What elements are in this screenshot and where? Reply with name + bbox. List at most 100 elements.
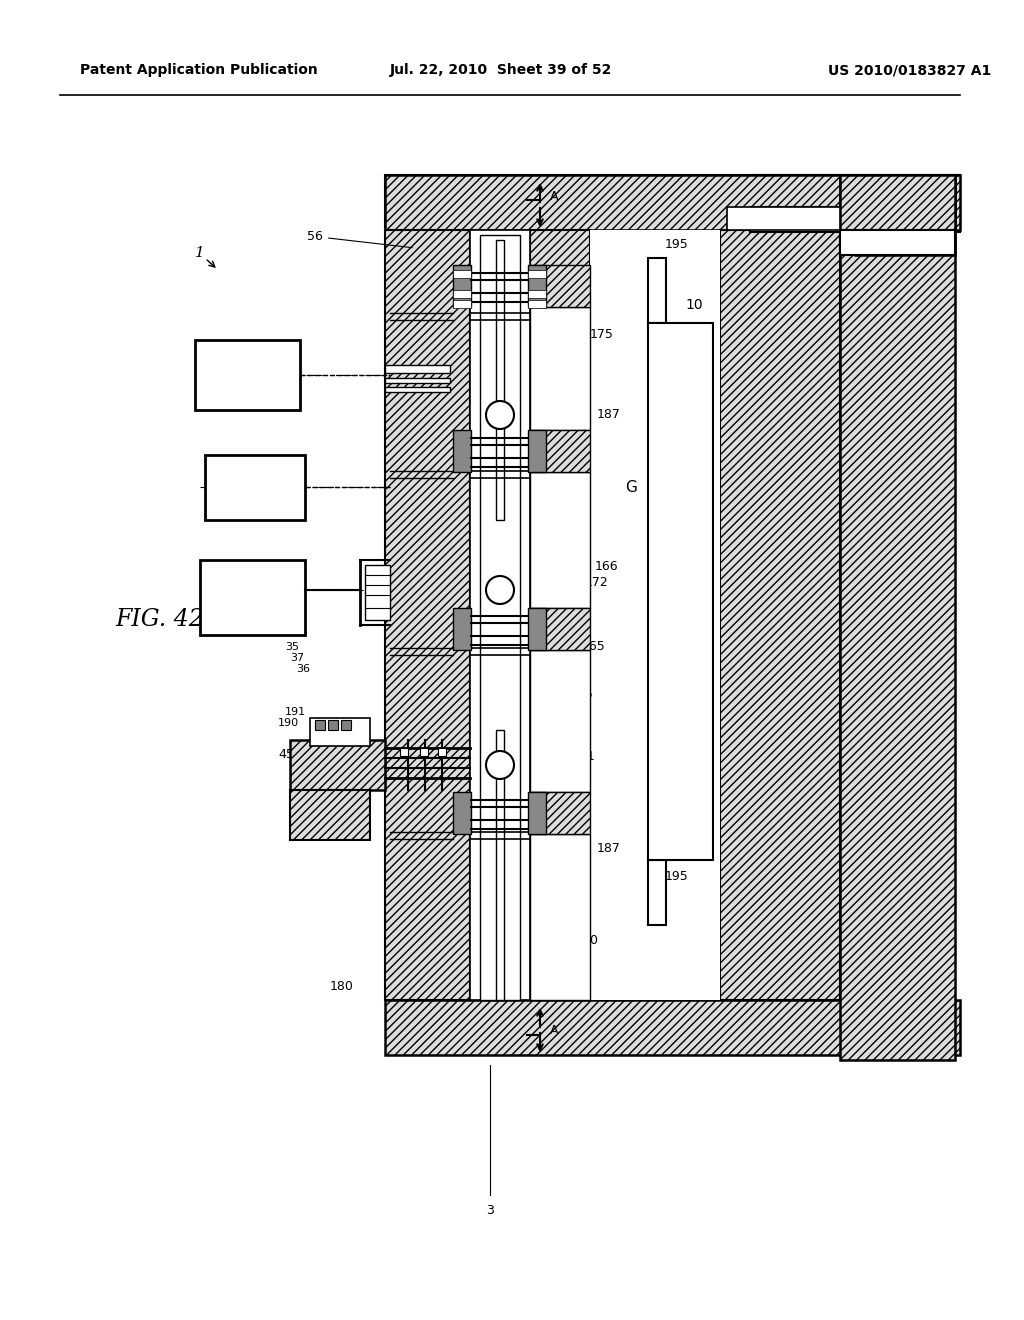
Bar bbox=[727, 207, 840, 230]
Bar bbox=[530, 609, 590, 649]
Bar bbox=[750, 207, 925, 232]
Text: 60: 60 bbox=[206, 368, 224, 381]
Bar bbox=[290, 741, 385, 789]
Text: 165: 165 bbox=[582, 640, 606, 653]
Text: 65: 65 bbox=[246, 480, 264, 494]
Text: 152: 152 bbox=[553, 776, 577, 789]
Bar bbox=[528, 290, 546, 298]
Bar bbox=[470, 230, 530, 1001]
Bar bbox=[438, 748, 446, 756]
Circle shape bbox=[486, 751, 514, 779]
Text: US 2010/0183827 A1: US 2010/0183827 A1 bbox=[828, 63, 991, 77]
Text: 37: 37 bbox=[290, 653, 304, 663]
Bar bbox=[528, 265, 546, 308]
Bar bbox=[530, 430, 590, 473]
Text: 162: 162 bbox=[562, 763, 586, 776]
Bar bbox=[750, 176, 961, 207]
Bar bbox=[385, 230, 470, 1001]
Bar bbox=[530, 649, 590, 792]
Text: 65: 65 bbox=[211, 480, 228, 494]
Text: 50: 50 bbox=[582, 933, 598, 946]
Bar bbox=[496, 730, 504, 1001]
Bar bbox=[530, 308, 590, 430]
Circle shape bbox=[486, 576, 514, 605]
Text: 10: 10 bbox=[685, 298, 702, 312]
Text: 190: 190 bbox=[278, 718, 299, 729]
Bar bbox=[365, 565, 390, 620]
Text: 172: 172 bbox=[585, 576, 608, 589]
Bar bbox=[590, 230, 720, 1001]
Text: 195: 195 bbox=[665, 870, 689, 883]
Bar bbox=[528, 271, 546, 279]
Bar bbox=[385, 1001, 961, 1055]
Text: 187: 187 bbox=[597, 408, 621, 421]
Bar bbox=[720, 230, 840, 1001]
Bar bbox=[496, 240, 504, 520]
Bar bbox=[840, 176, 955, 230]
Bar bbox=[453, 609, 471, 649]
Text: 151: 151 bbox=[572, 751, 596, 763]
Bar bbox=[648, 861, 666, 925]
Text: 175: 175 bbox=[558, 327, 613, 348]
Text: 180: 180 bbox=[330, 981, 354, 994]
Text: 35: 35 bbox=[285, 642, 299, 652]
Text: 3: 3 bbox=[486, 1204, 494, 1217]
Bar bbox=[453, 430, 471, 473]
Bar bbox=[648, 323, 713, 861]
Bar bbox=[840, 176, 955, 1060]
Bar bbox=[453, 300, 471, 308]
Bar bbox=[453, 290, 471, 298]
Bar bbox=[385, 176, 961, 227]
Bar bbox=[530, 834, 590, 1001]
Text: 34: 34 bbox=[245, 590, 262, 605]
Text: 1: 1 bbox=[196, 246, 205, 260]
Bar bbox=[453, 271, 471, 279]
Text: A: A bbox=[550, 190, 558, 202]
Bar bbox=[385, 366, 450, 374]
Bar bbox=[528, 300, 546, 308]
Text: 45: 45 bbox=[278, 748, 294, 762]
Bar bbox=[205, 455, 305, 520]
Text: G: G bbox=[625, 479, 637, 495]
Bar bbox=[528, 609, 546, 649]
Bar bbox=[530, 265, 590, 308]
Bar bbox=[195, 341, 300, 411]
Bar bbox=[420, 748, 428, 756]
Bar bbox=[290, 789, 370, 840]
Bar bbox=[385, 176, 961, 230]
Bar bbox=[200, 560, 305, 635]
Text: 56: 56 bbox=[307, 230, 413, 248]
Bar bbox=[400, 748, 408, 756]
Text: 166: 166 bbox=[595, 561, 618, 573]
Bar bbox=[480, 235, 520, 1001]
Bar bbox=[840, 230, 955, 255]
Bar bbox=[385, 387, 450, 392]
Bar bbox=[530, 792, 590, 834]
Text: 36: 36 bbox=[296, 664, 310, 675]
Bar bbox=[453, 265, 471, 308]
Bar bbox=[530, 473, 590, 609]
Text: Jul. 22, 2010  Sheet 39 of 52: Jul. 22, 2010 Sheet 39 of 52 bbox=[390, 63, 612, 77]
Bar bbox=[528, 430, 546, 473]
Bar bbox=[315, 719, 325, 730]
Text: FIG. 42: FIG. 42 bbox=[115, 609, 204, 631]
Bar bbox=[528, 792, 546, 834]
Text: 191: 191 bbox=[285, 708, 306, 717]
Bar bbox=[328, 719, 338, 730]
Text: 60: 60 bbox=[240, 368, 257, 381]
Bar bbox=[310, 718, 370, 746]
Text: A: A bbox=[550, 1024, 558, 1038]
Bar bbox=[341, 719, 351, 730]
Text: Patent Application Publication: Patent Application Publication bbox=[80, 63, 317, 77]
Bar bbox=[453, 792, 471, 834]
Text: 25: 25 bbox=[577, 689, 593, 701]
Text: 34: 34 bbox=[209, 590, 226, 605]
Text: 187: 187 bbox=[597, 842, 621, 854]
Text: 195: 195 bbox=[665, 239, 689, 252]
Bar bbox=[855, 230, 955, 255]
Bar bbox=[530, 230, 590, 1001]
Bar bbox=[648, 257, 666, 323]
Bar bbox=[385, 378, 450, 383]
Bar bbox=[750, 207, 961, 232]
Circle shape bbox=[486, 401, 514, 429]
